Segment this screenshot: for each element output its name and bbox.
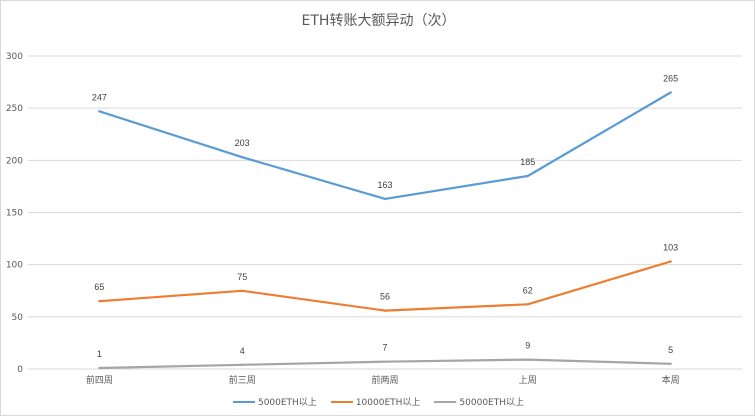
data-label: 163 (377, 180, 392, 190)
x-tick-label: 本周 (662, 374, 680, 386)
data-label: 62 (523, 285, 533, 295)
data-label: 75 (237, 272, 247, 282)
y-tick-label: 50 (12, 313, 24, 323)
legend: 5000ETH以上 10000ETH以上 50000ETH以上 (1, 395, 755, 408)
data-label: 203 (235, 138, 250, 148)
chart-title: ETH转账大额异动（次） (301, 13, 456, 29)
y-tick-label: 0 (17, 365, 23, 375)
data-label: 9 (525, 341, 530, 351)
series-line-1 (98, 260, 672, 312)
x-tick-label: 前三周 (229, 374, 256, 386)
data-point (669, 260, 672, 263)
legend-swatch-5000 (232, 400, 255, 403)
data-point (669, 91, 672, 94)
y-tick-label: 300 (6, 52, 23, 62)
data-label: 1 (97, 349, 102, 359)
data-label: 65 (94, 282, 104, 292)
data-point (526, 358, 529, 361)
gridlines (28, 55, 742, 370)
data-point (669, 362, 672, 365)
data-point (383, 309, 387, 312)
data-point (241, 289, 244, 292)
legend-swatch-50000 (434, 400, 457, 403)
y-tick-label: 250 (6, 104, 23, 114)
data-labels: 247 203 163 185 265 65 75 56 62 103 1 4 7 9 5 (92, 74, 678, 359)
data-point (241, 156, 244, 159)
data-label: 185 (520, 157, 535, 167)
data-point (98, 299, 101, 303)
x-axis-ticks: 前四周 前三周 前两周 上周 本周 (86, 374, 680, 386)
y-tick-label: 200 (6, 156, 23, 166)
data-point (98, 366, 101, 370)
data-point (383, 360, 387, 363)
x-tick-label: 上周 (519, 375, 537, 386)
legend-label-50000: 50000ETH以上 (459, 398, 525, 408)
x-tick-label: 前两周 (371, 374, 398, 386)
data-point (241, 363, 244, 367)
data-label: 5 (668, 345, 673, 355)
legend-label-5000: 5000ETH以上 (257, 398, 317, 408)
data-label: 265 (663, 74, 678, 84)
series-lines (98, 91, 672, 370)
y-axis-ticks: 0 50 100 150 200 250 300 (6, 52, 23, 375)
data-label: 247 (92, 92, 107, 102)
legend-swatch-10000 (330, 400, 353, 403)
legend-item-5000[interactable]: 5000ETH以上 (232, 395, 317, 408)
data-label: 4 (240, 346, 245, 356)
data-point (98, 110, 101, 113)
data-label: 7 (382, 343, 387, 353)
legend-item-50000[interactable]: 50000ETH以上 (434, 395, 524, 408)
data-label: 56 (380, 292, 390, 302)
data-point (526, 303, 529, 306)
legend-item-10000[interactable]: 10000ETH以上 (330, 395, 421, 408)
legend-label-10000: 10000ETH以上 (355, 398, 421, 408)
data-point (383, 197, 387, 201)
y-tick-label: 100 (6, 261, 23, 271)
data-point (526, 174, 529, 178)
x-tick-label: 前四周 (86, 374, 113, 386)
data-label: 103 (663, 243, 678, 253)
y-tick-label: 150 (6, 209, 23, 219)
